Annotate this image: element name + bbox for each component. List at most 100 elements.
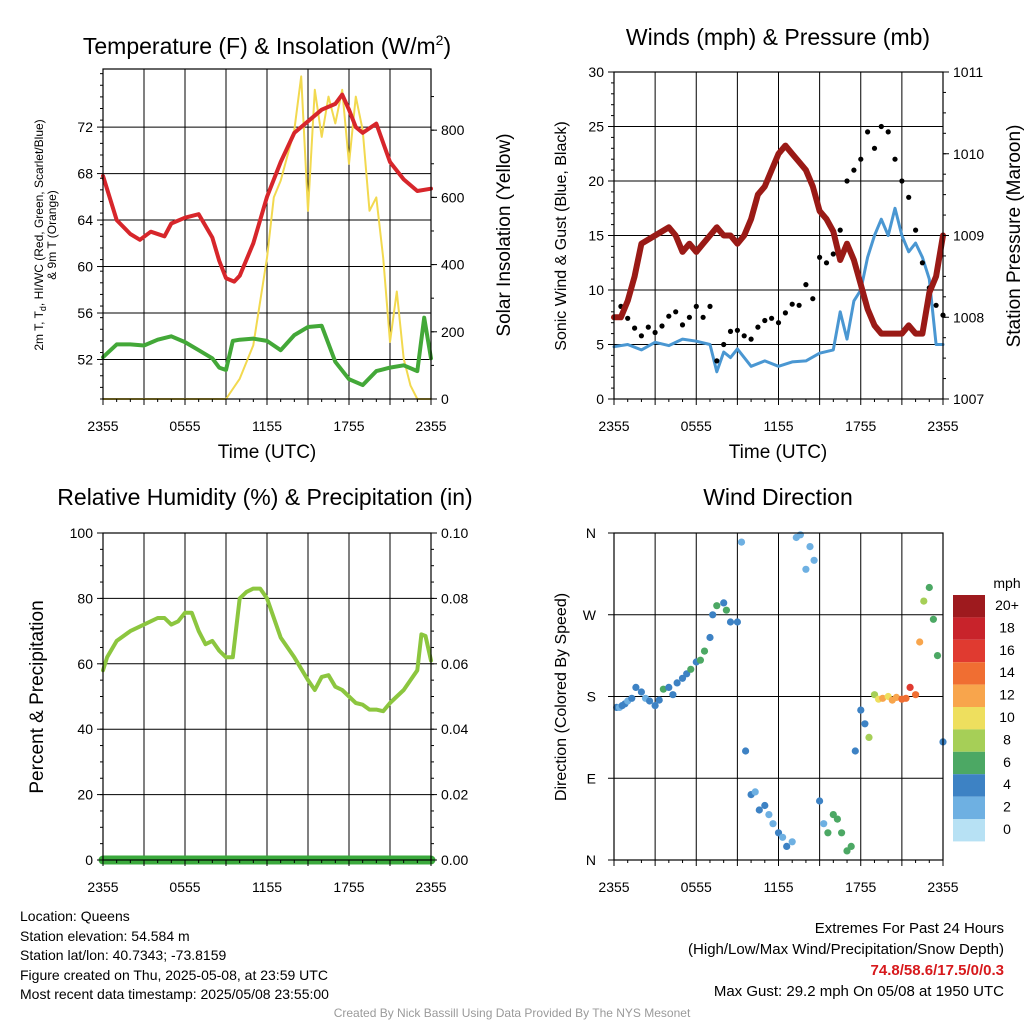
- gust-point: [810, 296, 816, 302]
- direction-point: [925, 583, 933, 592]
- gust-point: [673, 309, 679, 315]
- temp-ylabel-left-line2: & 9m T (Orange): [45, 190, 59, 280]
- gust-point: [823, 260, 830, 266]
- dir-axes: [614, 533, 943, 860]
- location-text: Location: Queens: [20, 908, 130, 924]
- colorbar-swatch: [953, 729, 985, 752]
- colorbar-swatch: [953, 751, 985, 775]
- gust-point: [858, 156, 864, 162]
- temp-ytick-label: 64: [77, 212, 93, 228]
- direction-point: [838, 829, 846, 837]
- created-text: Figure created on Thu, 2025-05-08, at 23…: [20, 966, 328, 983]
- direction-point: [902, 694, 910, 702]
- direction-point: [637, 688, 646, 696]
- direction-point: [865, 733, 873, 742]
- credit-text: Created By Nick Bassill Using Data Provi…: [333, 1006, 691, 1020]
- direction-point: [709, 611, 717, 619]
- gust-point: [638, 333, 645, 339]
- direction-point: [713, 602, 721, 610]
- dir-ytick-label: N: [586, 525, 596, 541]
- colorbar-swatch: [953, 819, 985, 842]
- gust-point: [878, 123, 884, 130]
- direction-point: [820, 820, 828, 828]
- temp-ytick-label: 52: [77, 351, 93, 367]
- direction-point: [655, 696, 663, 704]
- rh-y2tick-label: 0.02: [441, 787, 468, 803]
- wind-xlabel: Time (UTC): [729, 442, 828, 463]
- wind-xtick-label: 0555: [681, 418, 712, 434]
- direction-point: [929, 615, 938, 623]
- wind-y2tick-label: 1009: [953, 228, 984, 244]
- rh-xtick-label: 2355: [415, 879, 446, 895]
- colorbar-swatch: [953, 707, 985, 730]
- wind-y2tick-label: 1007: [953, 391, 984, 407]
- gust-point: [769, 315, 775, 321]
- gust-point: [748, 336, 754, 342]
- colorbar-label: 4: [1003, 776, 1011, 792]
- direction-point: [769, 820, 777, 828]
- gust-point: [632, 325, 638, 331]
- rh-y2tick-label: 0.08: [441, 590, 468, 606]
- wind-ytick-label: 25: [588, 119, 604, 135]
- direction-point: [673, 679, 681, 687]
- dewpoint-line: [101, 315, 433, 388]
- extremes-values: 74.8/58.6/17.5/0/0.3: [870, 962, 1004, 979]
- temp-y2tick-label: 400: [441, 257, 465, 273]
- gust-point: [645, 324, 651, 330]
- direction-point: [879, 694, 887, 702]
- gust-point: [762, 317, 768, 324]
- direction-point: [722, 606, 731, 614]
- direction-point: [669, 691, 677, 699]
- direction-point: [755, 806, 763, 814]
- dir-xtick-label: 1755: [845, 879, 876, 895]
- gust-point: [837, 227, 843, 233]
- direction-point: [851, 747, 859, 755]
- colorbar-swatch: [953, 796, 985, 819]
- dir-ytick-label: W: [583, 607, 597, 623]
- extremes-title: Extremes For Past 24 Hours: [814, 920, 1004, 937]
- rh-y2tick-label: 0.06: [441, 656, 468, 672]
- gust-point: [700, 314, 706, 320]
- wind-ytick-label: 0: [596, 391, 604, 407]
- temp-ytick-label: 56: [77, 305, 93, 321]
- gust-point: [659, 323, 665, 329]
- temp-ylabel-sub: d: [38, 306, 48, 311]
- direction-point: [843, 847, 851, 855]
- dir-ytick-label: N: [586, 852, 596, 868]
- gust-point: [693, 303, 699, 309]
- direction-point: [646, 697, 654, 705]
- gust-point: [885, 129, 891, 135]
- rh-xtick-label: 1155: [252, 879, 282, 895]
- wind-ytick-label: 5: [596, 337, 604, 353]
- temp-title: Temperature (F) & Insolation (W/m2): [83, 32, 451, 59]
- colorbar-label: 2: [1003, 799, 1011, 815]
- gust-point: [686, 314, 693, 320]
- temp-ytick-label: 68: [77, 166, 93, 182]
- direction-point: [651, 702, 659, 710]
- direction-point: [916, 638, 924, 646]
- gust-point: [803, 282, 809, 288]
- direction-point: [857, 706, 865, 714]
- gust-point: [871, 145, 878, 151]
- direction-point: [737, 538, 746, 546]
- rh-ylabel-left: Percent & Precipitation: [27, 600, 48, 793]
- gust-point: [899, 178, 905, 184]
- gust-point: [865, 129, 871, 135]
- direction-point: [687, 665, 695, 673]
- extremes-box: Extremes For Past 24 Hours (High/Low/Max…: [688, 918, 1004, 1002]
- rh-ytick-label: 80: [77, 590, 93, 606]
- direction-point: [706, 633, 714, 642]
- colorbar-label: 20+: [995, 597, 1019, 613]
- rh-xtick-label: 0555: [169, 879, 200, 895]
- temp-y2tick-label: 800: [441, 122, 465, 138]
- extremes-legend: (High/Low/Max Wind/Precipitation/Snow De…: [688, 941, 1004, 958]
- direction-point: [765, 811, 773, 819]
- gust-point: [817, 254, 823, 260]
- elevation-text: Station elevation: 54.584 m: [20, 927, 190, 944]
- temp-xlabel: Time (UTC): [218, 442, 317, 463]
- gust-point: [906, 194, 912, 200]
- wind-ytick-label: 10: [588, 282, 604, 298]
- rh-xtick-label: 1755: [333, 879, 364, 895]
- colorbar-label: 6: [1003, 754, 1011, 770]
